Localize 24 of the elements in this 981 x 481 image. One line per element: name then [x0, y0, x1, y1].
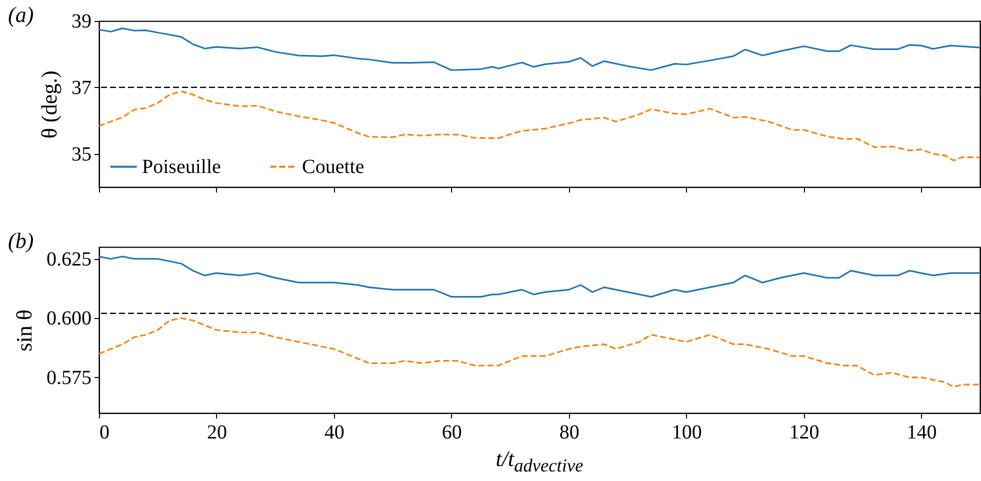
line-series [98, 256, 981, 298]
x-tick-label: 140 [906, 422, 937, 444]
x-axis-title: t/t$_{advective}$ [494, 446, 584, 476]
legend-label: Couette [302, 156, 364, 178]
legend-label: Poiseuille [142, 156, 222, 178]
chart-title: (b) [8, 228, 34, 254]
chart-title: (a) [8, 2, 34, 28]
y-tick-label: 35 [72, 143, 92, 166]
x-tick-label: 40 [324, 422, 344, 444]
x-tick-label: 60 [442, 422, 462, 444]
y-tick-label: 0.600 [46, 308, 92, 330]
y-axis-title: sin θ [12, 310, 36, 352]
x-tick-label: 0 [100, 422, 110, 444]
line-series [98, 317, 981, 388]
line-series [98, 28, 981, 71]
y-tick-label: 0.575 [46, 366, 92, 389]
y-axis-title: θ (deg.) [36, 70, 62, 138]
y-tick-label: 39 [72, 10, 92, 32]
y-tick-label: 37 [72, 76, 92, 99]
x-tick-label: 100 [672, 422, 702, 444]
x-tick-label: 80 [559, 422, 580, 444]
x-tick-label: 120 [789, 422, 820, 444]
x-tick-label: 20 [206, 422, 227, 444]
y-tick-label: 0.625 [46, 248, 92, 270]
